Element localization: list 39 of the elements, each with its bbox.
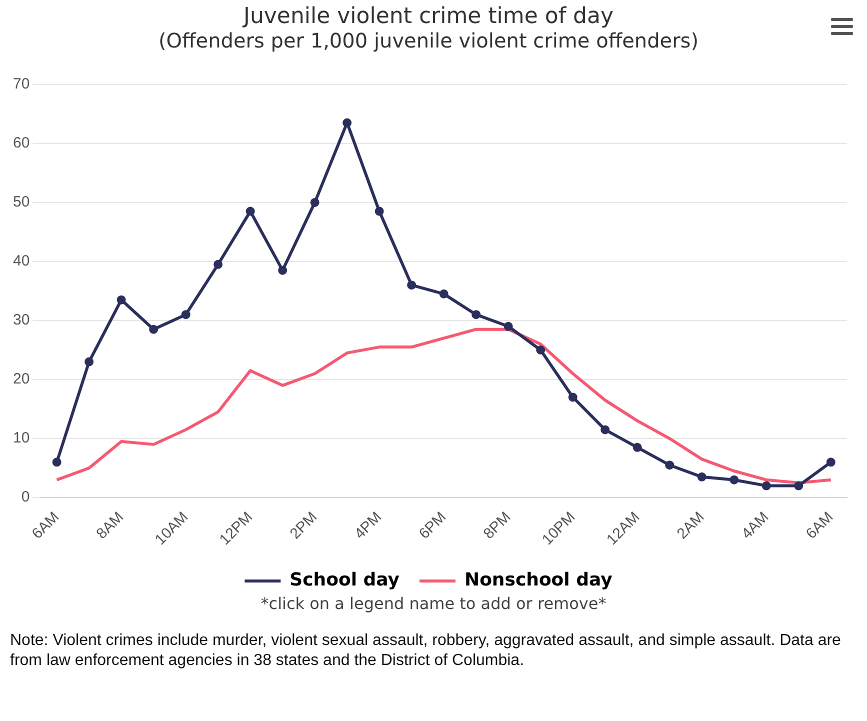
legend-label: Nonschool day: [464, 570, 613, 591]
point: [632, 442, 642, 452]
point: [310, 198, 320, 207]
point: [568, 392, 578, 402]
point: [762, 481, 771, 490]
point: [407, 280, 416, 290]
y-tick-label: 30: [12, 312, 30, 329]
legend-label: School day: [290, 570, 400, 591]
text: *click on a legend name to add or remove*: [260, 594, 608, 613]
point: [697, 472, 706, 482]
point: [149, 324, 158, 334]
point: [504, 322, 513, 331]
point: [116, 295, 126, 304]
y-tick-label: 60: [12, 134, 30, 152]
point: [342, 118, 352, 128]
y-tick-label: 10: [12, 430, 30, 447]
point: [826, 458, 836, 467]
point: [472, 310, 481, 320]
y-tick-label: 20: [12, 370, 30, 388]
point: [181, 310, 190, 320]
chart-title: Juvenile violent crime time of day: [241, 4, 614, 29]
point: [665, 460, 674, 470]
y-tick-label: 50: [12, 194, 30, 211]
point: [439, 289, 448, 298]
point: [730, 475, 739, 484]
point: [278, 266, 288, 275]
point: [84, 357, 94, 366]
point: [214, 260, 223, 269]
y-tick-label: 0: [21, 488, 30, 506]
point: [246, 206, 255, 216]
point: [536, 346, 546, 355]
point: [374, 206, 384, 216]
chart-subtitle: (Offenders per 1,000 juvenile violent crime offenders): [158, 28, 699, 53]
point: [600, 425, 610, 434]
y-tick-label: 70: [12, 76, 30, 93]
y-tick-label: 40: [12, 252, 30, 270]
point: [52, 458, 62, 467]
text: Note: Violent crimes include murder, violent sexual assault, robbery, aggravated assault, and simple assault. Data are from law enforcement agencies in 38 states and the District of Columbia.: [10, 631, 842, 671]
point: [794, 481, 804, 490]
